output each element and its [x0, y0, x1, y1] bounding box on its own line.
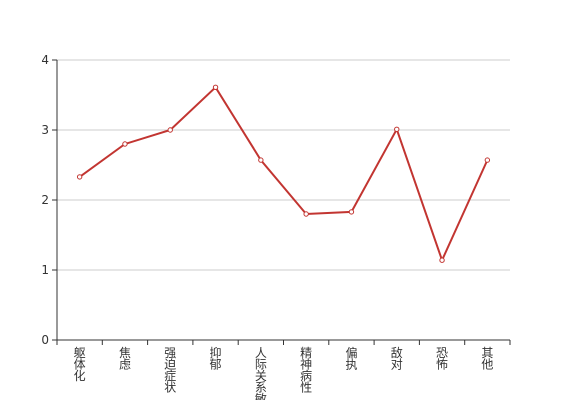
y-tick-label: 4 [41, 53, 49, 67]
point [258, 157, 264, 163]
y-tick-label: 0 [41, 333, 49, 347]
y-tick-label: 2 [41, 193, 49, 207]
x-tick-label: 抑郁 [210, 345, 222, 372]
point [303, 211, 309, 217]
y-tick-label: 3 [41, 123, 49, 137]
point [122, 141, 128, 147]
point [76, 174, 83, 180]
x-tick-label: 躯体化 [74, 345, 86, 383]
x-tick-label: 人际关系敏感 [255, 346, 267, 400]
x-tick-label: 恐怖 [436, 346, 448, 372]
x-tick-label: 强迫症状 [164, 346, 176, 395]
point [439, 257, 445, 263]
x-tick-label: 其他 [481, 346, 493, 372]
x-tick-label: 敌对 [391, 345, 403, 372]
y-tick-label: 1 [41, 263, 49, 277]
x-tick-label: 焦虑 [119, 346, 131, 372]
x-tick-label: 精神病性 [300, 346, 312, 395]
point [212, 84, 219, 91]
point [167, 127, 173, 133]
point [394, 126, 400, 133]
line [79, 85, 489, 263]
point [484, 157, 491, 163]
point [348, 209, 355, 215]
x-tick-label: 偏执 [345, 345, 357, 372]
